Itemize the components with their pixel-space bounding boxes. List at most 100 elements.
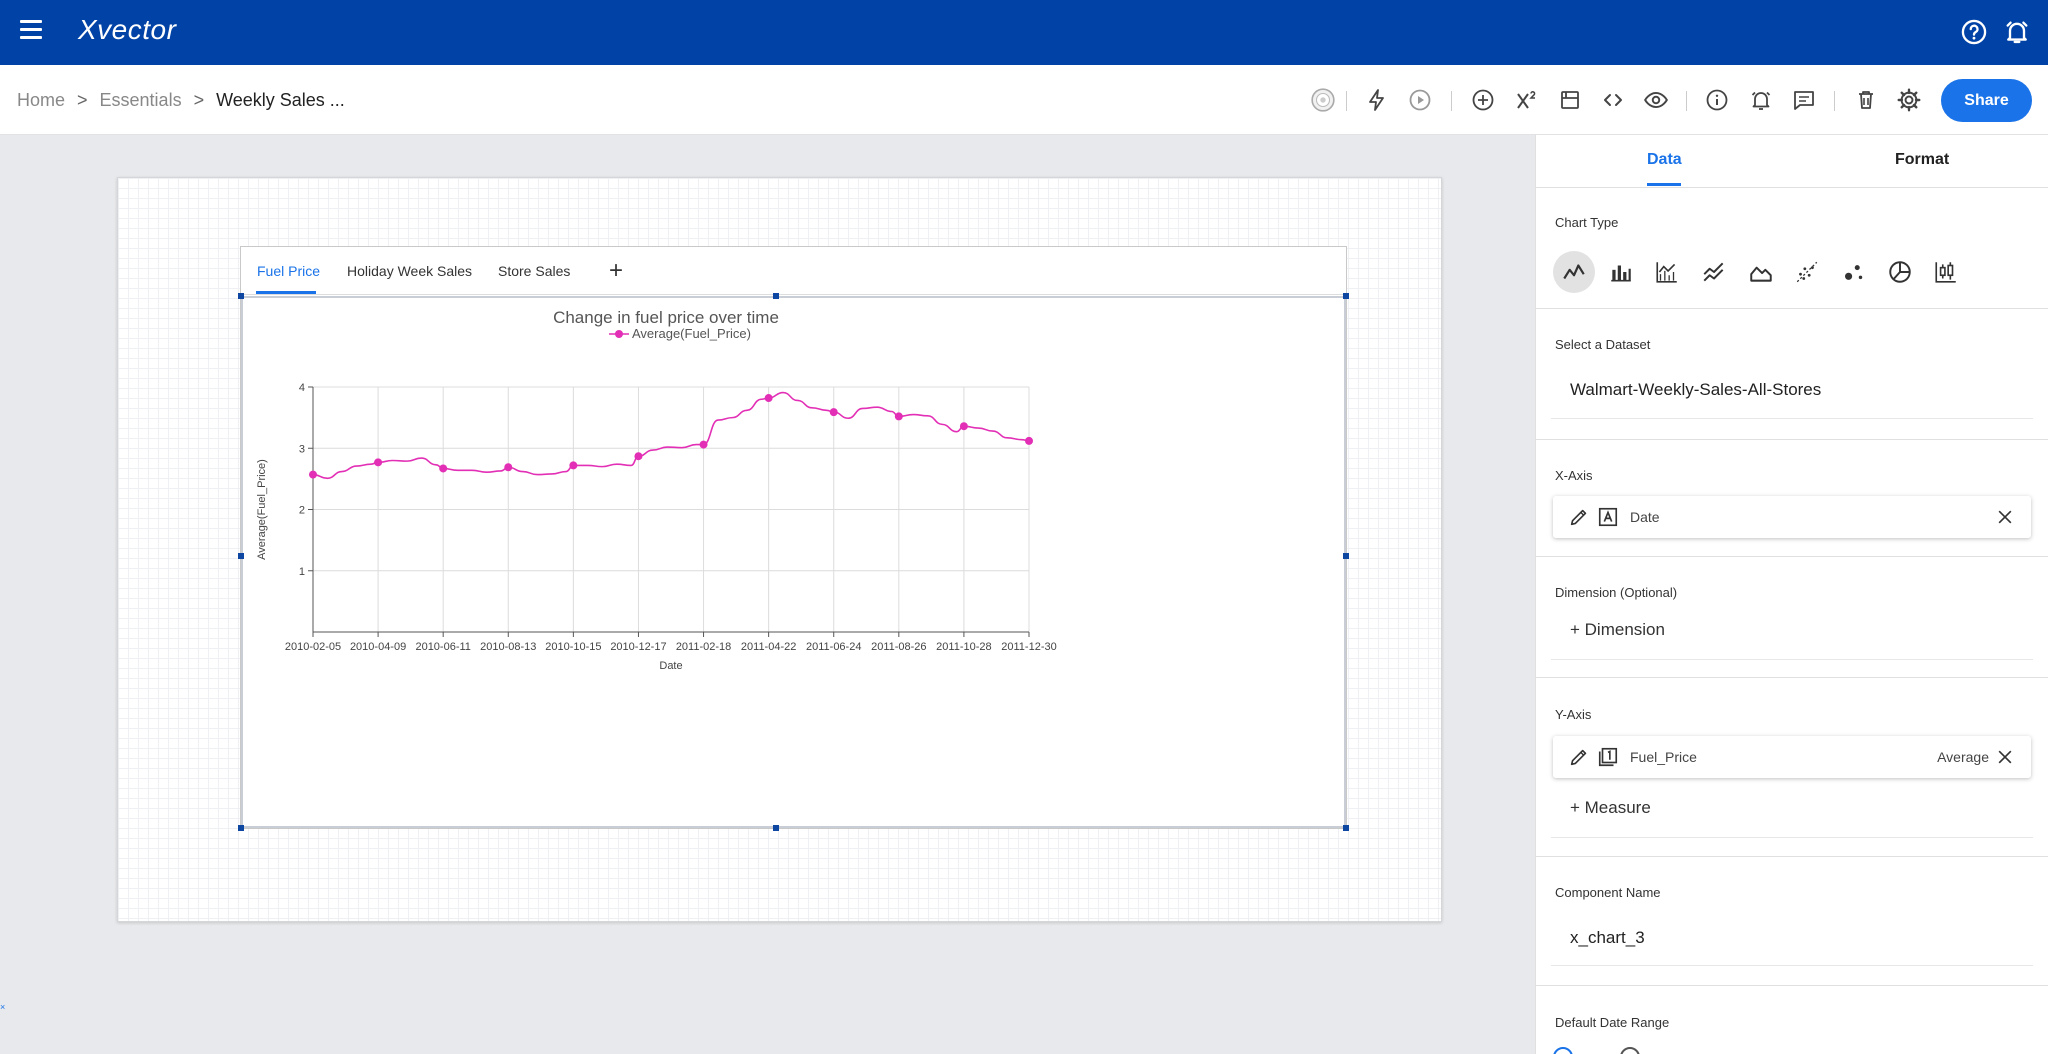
data-point: [699, 440, 708, 449]
chart-area[interactable]: Change in fuel price over time Average(Fu…: [241, 296, 1346, 828]
bubble-chart-icon[interactable]: [1833, 251, 1875, 293]
add-dimension-button[interactable]: + Dimension: [1570, 620, 1665, 639]
resize-handle[interactable]: [238, 825, 244, 831]
dataset-select[interactable]: Walmart-Weekly-Sales-All-Stores: [1570, 380, 1822, 399]
share-button[interactable]: Share: [1941, 79, 2032, 122]
info-icon[interactable]: [1703, 86, 1731, 114]
help-icon[interactable]: [1960, 18, 1988, 46]
play-icon[interactable]: [1406, 86, 1434, 114]
menu-icon[interactable]: [20, 20, 42, 40]
aggregation-select[interactable]: Average: [1937, 749, 1989, 765]
data-point: [569, 461, 578, 470]
series-line: [312, 391, 1030, 480]
resize-handle[interactable]: [773, 825, 779, 831]
tab-format[interactable]: Format: [1895, 151, 1950, 168]
candlestick-chart-icon[interactable]: [1925, 251, 1967, 293]
breadcrumb-separator: >: [77, 90, 88, 110]
widget-tabs: Fuel Price Holiday Week Sales Store Sale…: [241, 247, 1346, 295]
tab-holiday-week-sales[interactable]: Holiday Week Sales: [347, 263, 473, 279]
resize-handle[interactable]: [773, 293, 779, 299]
data-point: [959, 422, 968, 431]
tab-fuel-price[interactable]: Fuel Price: [257, 263, 321, 279]
data-point: [374, 458, 383, 467]
code-icon[interactable]: [1599, 86, 1627, 114]
x-tick-label: 2011-08-26: [871, 641, 926, 653]
tab-store-sales[interactable]: Store Sales: [498, 263, 571, 279]
combo-chart-icon[interactable]: [1646, 251, 1688, 293]
x-axis-title: Date: [659, 660, 682, 672]
multi-line-chart-icon[interactable]: [1693, 251, 1735, 293]
active-tab-indicator: [1647, 183, 1681, 186]
add-circle-icon[interactable]: [1469, 86, 1497, 114]
y-axis-title: Average(Fuel_Price): [256, 459, 268, 560]
save-icon[interactable]: [1556, 86, 1584, 114]
add-measure-button[interactable]: + Measure: [1570, 798, 1651, 817]
breadcrumb-home[interactable]: Home: [17, 90, 66, 110]
line-chart-icon[interactable]: [1553, 251, 1595, 293]
bar-chart-icon[interactable]: [1600, 251, 1642, 293]
x-tick-label: 2010-10-15: [545, 641, 601, 653]
legend-marker: [615, 330, 623, 338]
x-axis-field[interactable]: Date: [1553, 496, 2031, 538]
chart-title: Change in fuel price over time: [553, 308, 779, 327]
app-logo[interactable]: Xvector: [78, 14, 177, 45]
resize-handle[interactable]: [1343, 293, 1349, 299]
x-axis-field-name: Date: [1630, 509, 1660, 525]
text-type-icon: [1596, 505, 1620, 529]
dimension-label: Dimension (Optional): [1555, 585, 1678, 600]
add-tab-button[interactable]: +: [609, 257, 624, 284]
component-name-input[interactable]: x_chart_3: [1570, 928, 1645, 947]
area-chart-icon[interactable]: [1740, 251, 1782, 293]
globe-icon[interactable]: [1309, 86, 1337, 114]
x-tick-label: 2011-04-22: [741, 641, 796, 653]
resize-handle[interactable]: [1343, 553, 1349, 559]
pie-chart-icon[interactable]: [1879, 251, 1921, 293]
comment-icon[interactable]: [1790, 86, 1818, 114]
y-axis-field[interactable]: Fuel_Price Average: [1553, 736, 2031, 778]
alert-icon[interactable]: [1747, 86, 1775, 114]
active-tab-indicator: [256, 291, 316, 294]
component-name-label: Component Name: [1555, 885, 1661, 900]
notification-bell-icon[interactable]: [2003, 18, 2031, 46]
data-point: [829, 408, 838, 417]
edit-icon[interactable]: [1567, 745, 1591, 769]
close-icon[interactable]: [1993, 745, 2017, 769]
numeric-type-icon: [1596, 745, 1620, 769]
settings-icon[interactable]: [1895, 86, 1923, 114]
x-tick-label: 2011-02-18: [676, 641, 731, 653]
breadcrumb-essentials[interactable]: Essentials: [99, 90, 182, 110]
resize-handle[interactable]: [238, 293, 244, 299]
x-tick-label: 2010-02-05: [285, 641, 341, 653]
y-tick-label: 2: [299, 505, 305, 517]
delete-icon[interactable]: [1852, 86, 1880, 114]
x-tick-label: 2011-06-24: [806, 641, 861, 653]
x-tick-label: 2010-08-13: [480, 641, 536, 653]
canvas-anchor-mark: ×: [0, 1002, 6, 1012]
resize-handle[interactable]: [238, 553, 244, 559]
resize-handle[interactable]: [1343, 825, 1349, 831]
legend-label: Average(Fuel_Price): [632, 326, 751, 341]
data-point: [309, 470, 317, 479]
data-point: [764, 394, 773, 403]
y-axis-label: Y-Axis: [1555, 707, 1592, 722]
breadcrumb: Home > Essentials > Weekly Sales ...: [17, 90, 345, 111]
dataset-label: Select a Dataset: [1555, 337, 1651, 352]
close-icon[interactable]: [1993, 505, 2017, 529]
x-tick-label: 2010-12-17: [610, 641, 666, 653]
chart-type-label: Chart Type: [1555, 215, 1619, 230]
date-range-label: Default Date Range: [1555, 1015, 1670, 1030]
formula-icon[interactable]: [1513, 86, 1541, 114]
tabbed-chart-widget[interactable]: Fuel Price Holiday Week Sales Store Sale…: [238, 246, 1349, 831]
tab-data[interactable]: Data: [1647, 151, 1682, 168]
y-tick-label: 4: [299, 382, 305, 394]
edit-icon[interactable]: [1567, 505, 1591, 529]
line-chart: Change in fuel price over timeAverage(Fu…: [256, 308, 1057, 672]
data-point: [634, 452, 643, 461]
scatter-line-chart-icon[interactable]: [1786, 251, 1828, 293]
dashboard-canvas: Fuel Price Holiday Week Sales Store Sale…: [117, 177, 1442, 922]
x-tick-label: 2011-10-28: [936, 641, 991, 653]
eye-icon[interactable]: [1642, 86, 1670, 114]
bolt-icon[interactable]: [1363, 86, 1391, 114]
x-axis-label: X-Axis: [1555, 468, 1593, 483]
properties-panel: Data Format Chart Type Select a Dataset …: [1535, 135, 2048, 1054]
